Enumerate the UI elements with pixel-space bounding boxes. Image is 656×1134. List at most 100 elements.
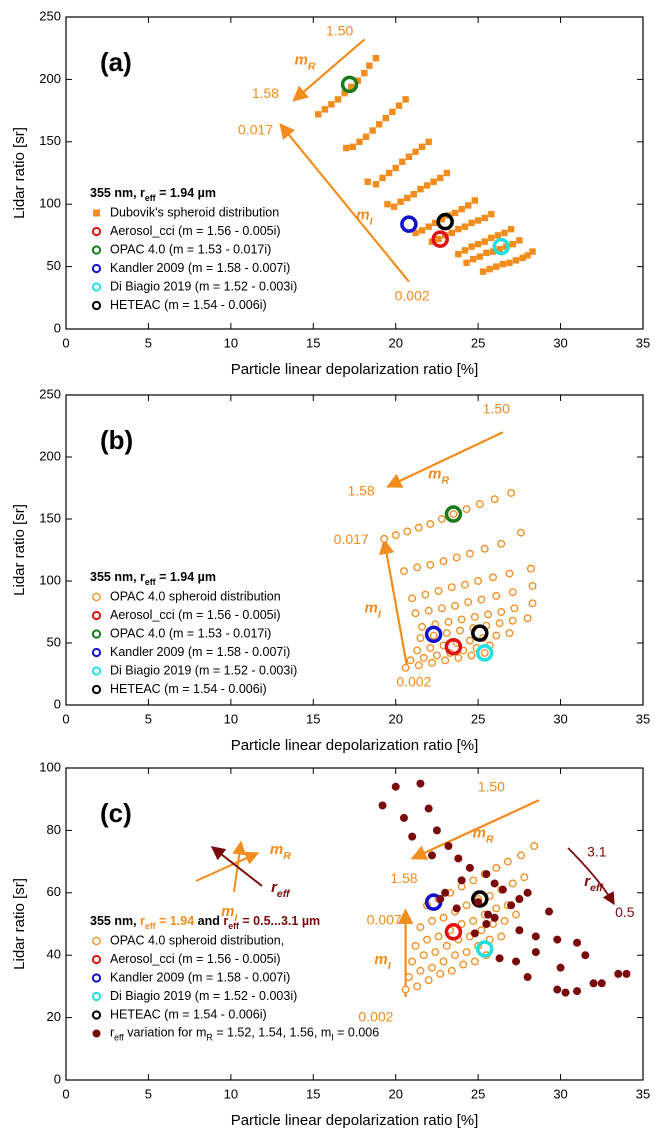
point: [553, 935, 562, 944]
legend-marker: [91, 1010, 102, 1020]
point: [454, 854, 463, 863]
point: [390, 203, 398, 210]
arrow: [195, 851, 260, 882]
reference-point: [475, 644, 494, 662]
point: [432, 219, 439, 227]
point: [438, 215, 446, 223]
point: [448, 229, 455, 237]
point: [467, 651, 476, 660]
point: [508, 879, 517, 888]
point: [354, 77, 361, 84]
point: [412, 229, 419, 237]
reference-point: [492, 237, 510, 256]
plot-frame: [65, 394, 644, 706]
x-tick-label: 35: [636, 1086, 650, 1101]
point: [334, 96, 342, 103]
legend-label: Di Biagio 2019 (m = 1.52 - 0.003i): [110, 663, 297, 677]
point: [489, 248, 497, 255]
legend-title: 355 nm, reff = 1.94 and reff = 0.5...3.1…: [90, 914, 320, 931]
point: [497, 539, 506, 548]
y-tick-label: 200: [39, 71, 61, 86]
point: [479, 268, 487, 275]
point: [492, 904, 501, 913]
y-tick-label: 100: [39, 196, 61, 211]
point: [439, 957, 448, 966]
x-tick-label: 15: [306, 711, 320, 726]
point: [418, 622, 427, 631]
point: [581, 951, 590, 960]
annotation: 1.50: [478, 779, 505, 795]
text-part: m: [473, 824, 486, 841]
annotation: 1.50: [483, 401, 510, 417]
text-part: = 0.006: [334, 1026, 380, 1040]
text-part: r: [140, 914, 145, 928]
point: [523, 614, 532, 623]
legend-marker: [93, 209, 100, 217]
point: [528, 599, 537, 608]
point: [561, 988, 570, 997]
point: [470, 613, 479, 621]
point: [501, 229, 508, 237]
point: [414, 523, 423, 532]
point: [428, 963, 436, 972]
arrow: [386, 431, 504, 488]
reference-point: [436, 212, 454, 231]
point: [426, 644, 435, 652]
point: [573, 938, 582, 947]
point: [506, 259, 513, 267]
point: [437, 515, 446, 523]
point: [528, 582, 537, 590]
annotation: 0.007: [367, 912, 402, 928]
point: [451, 601, 460, 610]
point: [349, 143, 357, 150]
point: [482, 920, 491, 928]
x-tick-label: 30: [553, 335, 567, 350]
point: [490, 495, 499, 504]
point: [391, 782, 400, 791]
text-part: = 0.5...3.1 µm: [239, 914, 320, 928]
text-part: m: [221, 903, 234, 920]
y-tick-label: 250: [39, 386, 61, 401]
annotation: 0.017: [238, 121, 273, 137]
point: [462, 948, 471, 957]
text-part: and: [194, 914, 223, 928]
point: [464, 598, 473, 607]
point: [411, 609, 420, 618]
point: [404, 194, 411, 202]
point: [372, 54, 380, 62]
point: [493, 263, 500, 270]
point: [512, 257, 520, 264]
point: [424, 976, 433, 985]
panel-label: (b): [100, 425, 133, 455]
plot-frame: [65, 16, 644, 330]
text-part: = 1.94: [156, 914, 195, 928]
reference-point: [475, 940, 494, 958]
point: [439, 913, 448, 922]
annotation: 1.58: [347, 482, 374, 498]
arrow: [279, 123, 410, 283]
point: [482, 870, 491, 879]
point: [401, 663, 410, 672]
point: [444, 617, 453, 626]
point: [413, 982, 422, 991]
point: [597, 979, 606, 988]
arrow: [379, 538, 409, 668]
point: [424, 804, 433, 813]
point: [474, 217, 482, 224]
annotation: 1.58: [390, 870, 417, 886]
y-tick-label: 60: [47, 884, 61, 899]
point: [461, 247, 469, 254]
x-tick-label: 20: [388, 335, 402, 350]
text-part: m: [374, 951, 387, 968]
point: [436, 895, 445, 904]
point: [408, 594, 417, 603]
point: [372, 181, 380, 188]
x-tick-label: 30: [553, 1086, 567, 1101]
point: [517, 851, 525, 860]
point: [492, 591, 501, 600]
subscript: R: [441, 474, 449, 486]
x-tick-label: 10: [224, 711, 238, 726]
point: [397, 198, 404, 205]
point: [507, 489, 516, 497]
point: [419, 951, 428, 960]
